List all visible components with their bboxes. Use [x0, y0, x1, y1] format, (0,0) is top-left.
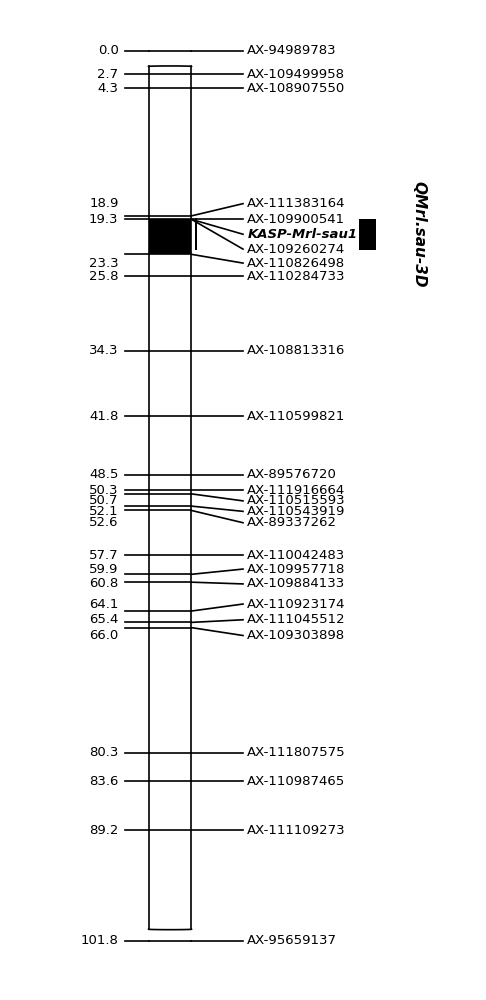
Text: QMrl.sau-3D: QMrl.sau-3D: [412, 181, 427, 287]
Text: AX-108813316: AX-108813316: [247, 344, 346, 357]
Text: 101.8: 101.8: [81, 934, 119, 947]
Text: 34.3: 34.3: [89, 344, 119, 357]
Text: AX-111109273: AX-111109273: [247, 824, 346, 837]
Text: 80.3: 80.3: [89, 746, 119, 759]
Text: AX-110284733: AX-110284733: [247, 270, 346, 283]
Text: AX-110826498: AX-110826498: [247, 257, 346, 270]
Text: AX-109900541: AX-109900541: [247, 213, 346, 226]
Text: 50.7: 50.7: [89, 494, 119, 507]
Text: AX-111916664: AX-111916664: [247, 484, 346, 497]
Text: 52.1: 52.1: [89, 505, 119, 518]
Text: 19.3: 19.3: [89, 213, 119, 226]
Text: AX-110543919: AX-110543919: [247, 505, 346, 518]
Text: 60.8: 60.8: [89, 577, 119, 590]
Text: 57.7: 57.7: [89, 549, 119, 562]
Text: AX-109303898: AX-109303898: [247, 629, 346, 642]
Text: AX-109957718: AX-109957718: [247, 563, 346, 576]
Text: 89.2: 89.2: [89, 824, 119, 837]
Text: AX-108907550: AX-108907550: [247, 82, 346, 95]
Text: AX-109884133: AX-109884133: [247, 577, 346, 590]
Text: AX-111045512: AX-111045512: [247, 613, 346, 626]
Text: AX-94989783: AX-94989783: [247, 44, 337, 57]
Text: KASP-Mrl-sau1: KASP-Mrl-sau1: [247, 228, 357, 241]
Text: 25.8: 25.8: [89, 270, 119, 283]
Text: 52.6: 52.6: [89, 516, 119, 529]
Text: 65.4: 65.4: [89, 613, 119, 626]
Text: AX-95659137: AX-95659137: [247, 934, 337, 947]
Text: 2.7: 2.7: [97, 68, 119, 81]
Text: AX-110515593: AX-110515593: [247, 494, 346, 507]
Text: AX-111383164: AX-111383164: [247, 197, 346, 210]
Text: AX-109499958: AX-109499958: [247, 68, 345, 81]
Text: AX-111807575: AX-111807575: [247, 746, 346, 759]
Text: 59.9: 59.9: [89, 563, 119, 576]
Text: AX-110599821: AX-110599821: [247, 410, 346, 423]
Text: 66.0: 66.0: [89, 629, 119, 642]
Text: 50.3: 50.3: [89, 484, 119, 497]
Text: AX-110987465: AX-110987465: [247, 775, 346, 788]
Text: 83.6: 83.6: [89, 775, 119, 788]
Text: 18.9: 18.9: [89, 197, 119, 210]
Text: 4.3: 4.3: [98, 82, 119, 95]
Text: AX-110042483: AX-110042483: [247, 549, 346, 562]
Text: 23.3: 23.3: [89, 257, 119, 270]
Text: 48.5: 48.5: [89, 468, 119, 481]
Text: AX-110923174: AX-110923174: [247, 598, 346, 611]
Bar: [149, 219, 191, 254]
Text: AX-89576720: AX-89576720: [247, 468, 337, 481]
Text: AX-109260274: AX-109260274: [247, 243, 346, 256]
Text: AX-89337262: AX-89337262: [247, 516, 337, 529]
Bar: [359, 219, 376, 250]
Text: 41.8: 41.8: [89, 410, 119, 423]
Text: 64.1: 64.1: [89, 598, 119, 611]
Text: 0.0: 0.0: [98, 44, 119, 57]
